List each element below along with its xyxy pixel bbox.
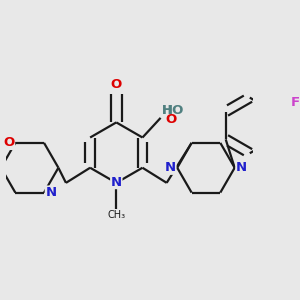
Text: F: F	[290, 96, 299, 109]
Text: N: N	[111, 176, 122, 189]
Text: H: H	[162, 103, 172, 117]
Text: O: O	[111, 78, 122, 91]
Text: O: O	[3, 136, 14, 149]
Text: O: O	[165, 113, 177, 126]
Text: N: N	[45, 186, 56, 199]
Text: HO: HO	[162, 104, 184, 117]
Text: N: N	[165, 161, 176, 174]
Text: N: N	[236, 161, 247, 174]
Text: CH₃: CH₃	[108, 210, 126, 220]
